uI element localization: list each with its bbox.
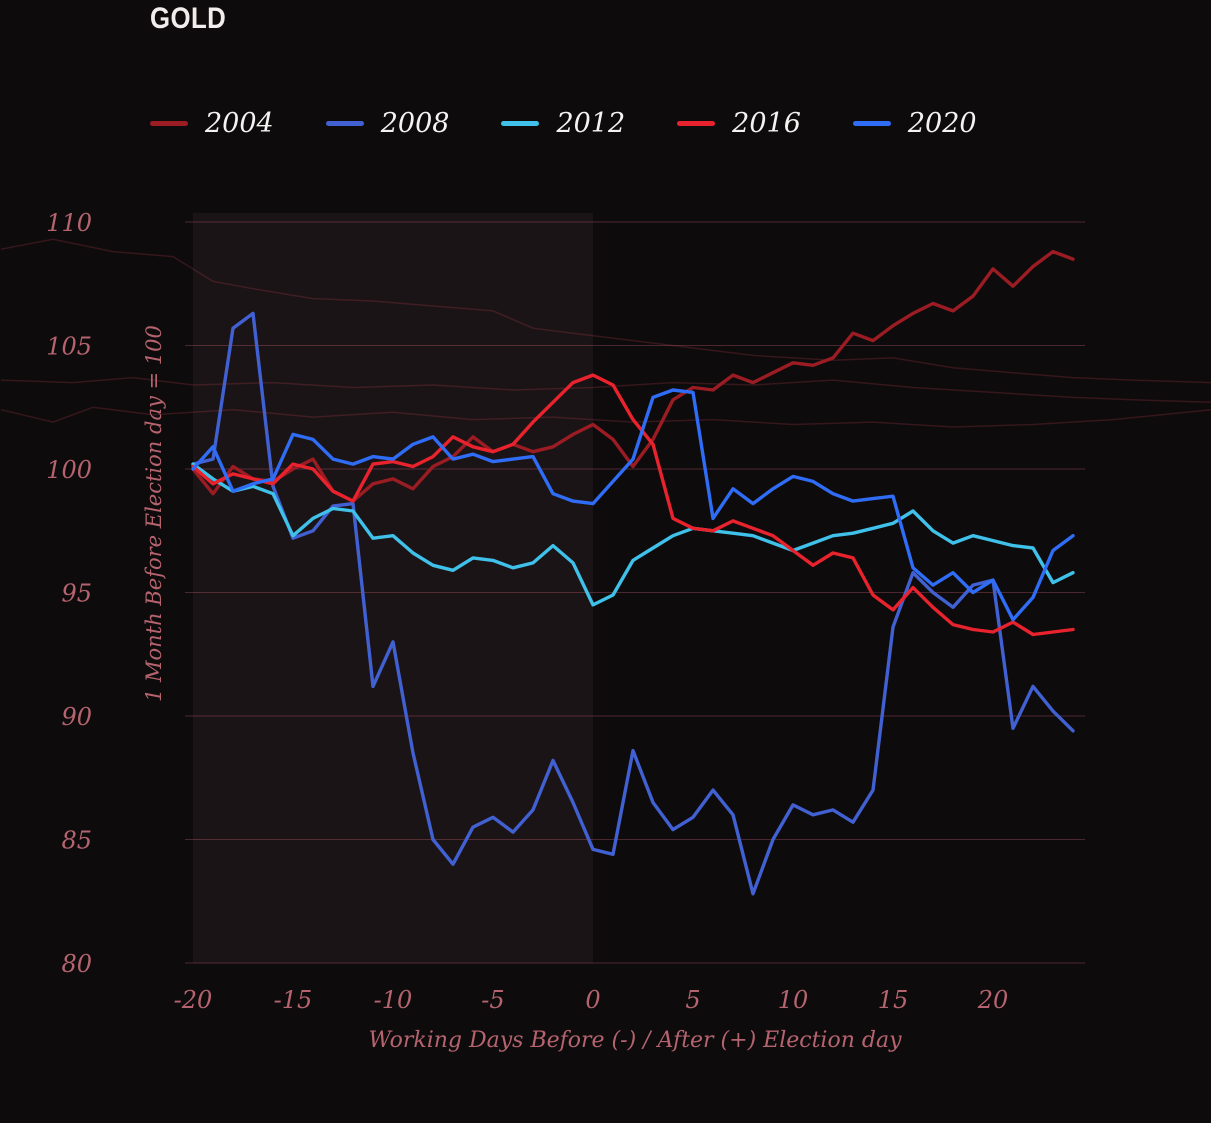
series-line-2012 xyxy=(191,462,1075,607)
x-tick-label-10: 10 xyxy=(778,986,809,1014)
legend-label-2008: 2008 xyxy=(380,108,450,139)
y-tick-label-95: 95 xyxy=(61,580,92,608)
x-tick-label-5: 5 xyxy=(685,986,700,1014)
legend-swatch-2004 xyxy=(150,121,188,126)
legend-swatch-2012 xyxy=(501,121,540,126)
legend-item-2016[interactable]: 2016 xyxy=(677,108,801,139)
chart-area: 80 85 90 95 100 105 110 -20 -15 -10 -5 0 5 10 15 20 xyxy=(0,188,1211,1119)
x-tick-label-15: 15 xyxy=(878,986,909,1014)
x-tick-label-20: 20 xyxy=(977,986,1009,1014)
legend-swatch-2016 xyxy=(677,121,716,126)
legend-item-2020[interactable]: 2020 xyxy=(852,108,977,139)
chart-canvas: 80 85 90 95 100 105 110 -20 -15 -10 -5 0 5 10 15 20 xyxy=(0,209,1211,1014)
series-line-2008 xyxy=(191,311,1075,896)
series-line-2016 xyxy=(191,373,1075,637)
y-axis-title: 1 Month Before Election day = 100 xyxy=(142,325,166,702)
x-tick-label--20: -20 xyxy=(174,986,213,1014)
background-ghost-line-3 xyxy=(0,406,1211,428)
chart-legend: 2004 2008 2012 2016 2020 xyxy=(150,108,977,139)
pre-election-shade-region xyxy=(193,213,593,963)
legend-label-2016: 2016 xyxy=(732,108,801,139)
y-tick-label-110: 110 xyxy=(46,209,92,237)
x-tick-label-0: 0 xyxy=(585,986,600,1014)
background-ghost-line-2 xyxy=(0,376,1211,404)
legend-label-2020: 2020 xyxy=(907,108,977,139)
y-tick-label-105: 105 xyxy=(46,333,92,361)
y-tick-label-80: 80 xyxy=(61,950,92,978)
legend-item-2008[interactable]: 2008 xyxy=(325,108,450,139)
legend-swatch-2008 xyxy=(325,121,364,126)
y-tick-label-100: 100 xyxy=(46,456,92,484)
legend-item-2004[interactable]: 2004 xyxy=(150,108,274,139)
background-ghost-line-1 xyxy=(0,238,1211,384)
x-tick-label--10: -10 xyxy=(374,986,413,1014)
x-tick-label--5: -5 xyxy=(481,986,504,1014)
legend-label-2004: 2004 xyxy=(205,108,274,139)
legend-item-2012[interactable]: 2012 xyxy=(501,108,625,139)
legend-swatch-2020 xyxy=(852,121,891,126)
series-line-2020 xyxy=(191,388,1075,622)
y-tick-label-90: 90 xyxy=(61,703,92,731)
x-tick-label--15: -15 xyxy=(274,986,313,1014)
y-tick-label-85: 85 xyxy=(61,827,92,855)
legend-label-2012: 2012 xyxy=(556,108,626,139)
page-title: GOLD xyxy=(150,2,227,35)
x-axis-title: Working Days Before (-) / After (+) Elec… xyxy=(368,1028,902,1053)
